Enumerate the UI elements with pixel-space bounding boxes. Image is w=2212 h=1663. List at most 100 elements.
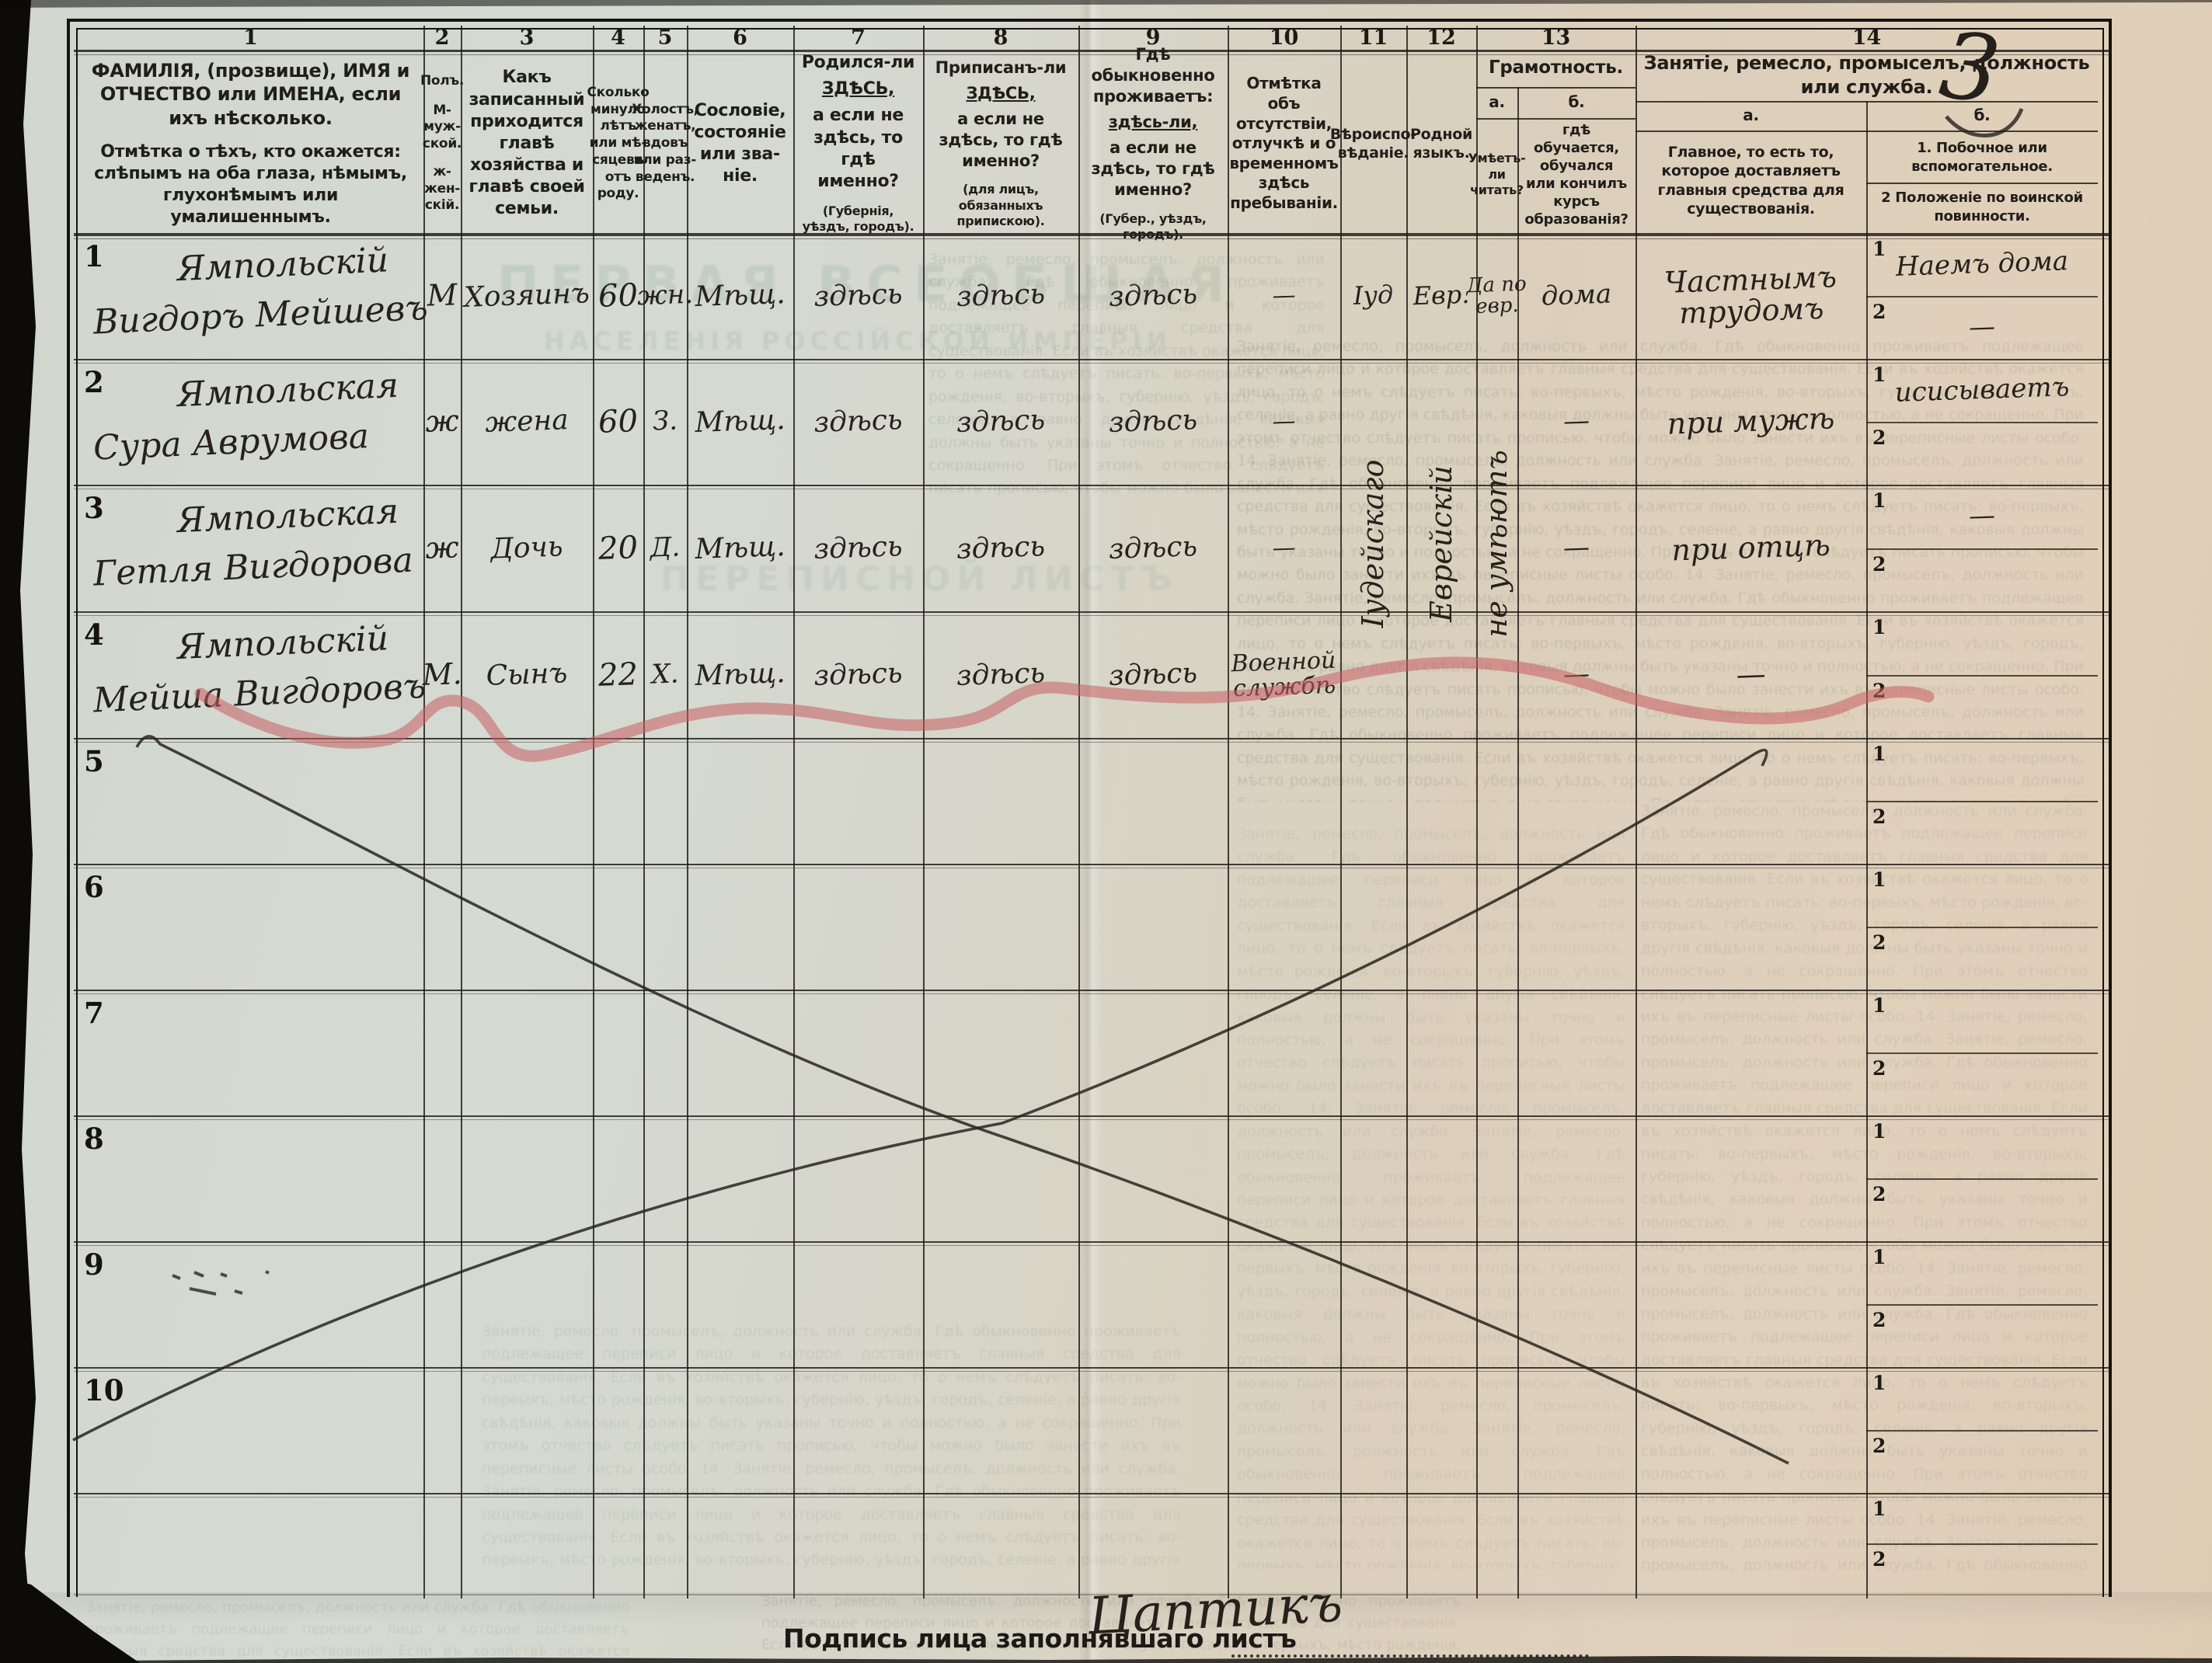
header-col7: Родился-ли ЗДѢСЬ, а если не здѣсь, то гдѣ … — [796, 53, 921, 234]
subcell-number-2: 2 — [1872, 552, 1886, 576]
entry-born: здѣсь — [813, 656, 904, 692]
col-number: 12 — [1426, 26, 1456, 50]
header-text: (Губер., уѣздъ, городъ). — [1099, 210, 1207, 242]
subcell-number-2: 2 — [1872, 426, 1886, 449]
grid-vline — [1866, 101, 1868, 1599]
col-number: 13 — [1541, 26, 1571, 50]
header-text: ФАМИЛІЯ, (прозвище), ИМЯ и ОТЧЕСТВО или … — [91, 59, 410, 130]
entry-relation: Сынъ — [486, 656, 568, 692]
col-number: 8 — [993, 26, 1008, 50]
header-text: гдѣ обучается, обучался или кончилъ курс… — [1524, 121, 1629, 228]
row-number: 4 — [84, 618, 104, 652]
entry-lit_b: — — [1562, 658, 1590, 691]
grid-hline — [1866, 296, 2098, 297]
grid-hline — [1866, 927, 2098, 928]
header-col4: Сколько минуло лѣтъ или мѣ­сяцевъ отъ ро… — [587, 58, 650, 229]
entry-absence: — — [1271, 281, 1297, 310]
header-col12: Родной языкъ. — [1409, 58, 1474, 229]
grid-hline — [1866, 183, 2098, 184]
header-text: М-муж-ской. — [422, 102, 462, 152]
col-number: 4 — [611, 26, 625, 50]
grid-hline — [1866, 422, 2098, 423]
entry-lit_b: — — [1562, 531, 1590, 564]
row-number: 7 — [84, 996, 104, 1030]
subcell-number-1: 1 — [1872, 868, 1886, 891]
entry-occ_a: при отцѣ — [1670, 527, 1831, 568]
grid-hline — [1635, 101, 2098, 103]
row-number: 8 — [84, 1122, 104, 1156]
grid-hline — [74, 1493, 2111, 1495]
entry-registered: здѣсь — [956, 404, 1046, 440]
entry-vertical-literacy: не умѣютъ — [1479, 450, 1514, 638]
header-text: Полъ. — [420, 72, 465, 89]
entry-age: 22 — [597, 656, 639, 694]
header-text: Сословіе, со­стояніе или зва­ніе. — [694, 100, 786, 186]
subcell-number-2: 2 — [1872, 679, 1886, 702]
header-text: а. — [1489, 92, 1505, 112]
grid-hline — [74, 993, 2111, 994]
subcell-number-1: 1 — [1872, 743, 1886, 765]
table-outer-border — [67, 19, 2112, 1597]
entry-estate: Мѣщ. — [694, 530, 786, 565]
grid-hline — [74, 615, 2111, 616]
header-text: Отмѣтка о тѣхъ, кто окажется: слѣпымъ на… — [94, 141, 407, 228]
header-text: а если не здѣсь, то гдѣ именно? — [939, 109, 1063, 170]
header-col8: Приписанъ-ли ЗДѢСЬ, а если не здѣсь, то гд… — [925, 58, 1076, 229]
grid-hline — [74, 1119, 2111, 1120]
header-col14a: Главное, то есть то, которое доставляетъ… — [1638, 132, 1864, 229]
header-text: Грамотность. — [1489, 57, 1623, 78]
grid-hline — [1866, 548, 2098, 550]
subcell-number-1: 1 — [1872, 616, 1886, 638]
col-number: 2 — [434, 26, 450, 50]
entry-occupation-side: Наемъ дома — [1895, 245, 2069, 283]
header-text: Отмѣтка объ отсутствіи, отлучкѣ и о врем… — [1229, 74, 1339, 212]
entry-resides: здѣсь — [1108, 404, 1198, 440]
grid-hline — [1866, 1052, 2098, 1054]
row-number: 3 — [84, 491, 104, 525]
header-text: а если не здѣсь, то гдѣ именно? — [1091, 137, 1215, 199]
entry-marital: Х. — [650, 658, 680, 691]
subcell-number-1: 1 — [1872, 1120, 1886, 1143]
header-col14-title: Занятіе, ремесло, промыселъ, должность и… — [1638, 51, 2095, 99]
subcell-number-2: 2 — [1872, 1057, 1886, 1080]
entry-occupation-side: — — [1968, 499, 1996, 532]
entry-estate: Мѣщ. — [694, 404, 786, 440]
row-number: 1 — [84, 239, 104, 273]
entry-resides: здѣсь — [1108, 278, 1198, 314]
grid-hline — [74, 1594, 2111, 1595]
entry-occ_a: при мужѣ — [1666, 401, 1835, 441]
grid-hline — [74, 1241, 2111, 1244]
grid-hline — [74, 54, 2111, 55]
entry-vertical-religion: Іудейскаго — [1356, 459, 1390, 628]
entry-military-status: — — [1968, 311, 1996, 343]
col-number: 7 — [851, 26, 866, 50]
entry-sex: ж — [424, 403, 460, 439]
header-col14a-label: а. — [1638, 101, 1864, 130]
signature-label: Подпись лица заполнявшаго листъ — [783, 1623, 1297, 1654]
col-number: 9 — [1145, 26, 1161, 50]
row-number: 2 — [84, 365, 104, 399]
header-text: Холостъ, женатъ, вдовъ или раз­веденъ. — [632, 101, 698, 185]
row-number: 5 — [84, 744, 104, 778]
grid-hline — [74, 742, 2111, 743]
grid-hline — [1866, 1178, 2098, 1180]
signature-dotted-line — [1231, 1630, 1589, 1658]
subcell-number-1: 1 — [1872, 238, 1886, 260]
entry-absence: Военной службѣ — [1230, 646, 1336, 702]
header-col13a-label: а. — [1479, 87, 1515, 118]
header-text: Занятіе, ремесло, промыселъ, должность и… — [1643, 52, 2090, 98]
header-text: (Губернія, уѣздъ, городъ). — [802, 204, 914, 235]
header-text: Приписанъ-ли — [935, 58, 1067, 78]
entry-registered: здѣсь — [956, 530, 1046, 565]
entry-sex: ж — [424, 529, 460, 565]
entry-religion: Іуд — [1353, 280, 1394, 311]
grid-hline — [74, 485, 2111, 487]
entry-relation: Хозяинъ — [463, 277, 590, 314]
entry-vertical-language: Еврейскій — [1424, 465, 1458, 622]
header-col1: ФАМИЛІЯ, (прозвище), ИМЯ и ОТЧЕСТВО или … — [80, 58, 421, 229]
subcell-number-1: 1 — [1872, 994, 1886, 1017]
header-col13a: Умѣетъ-ли читать? — [1468, 120, 1526, 229]
header-text: Умѣетъ-ли читать? — [1468, 151, 1526, 198]
col-number: 1 — [243, 26, 258, 50]
scan-edge-bottom — [117, 1656, 2212, 1663]
